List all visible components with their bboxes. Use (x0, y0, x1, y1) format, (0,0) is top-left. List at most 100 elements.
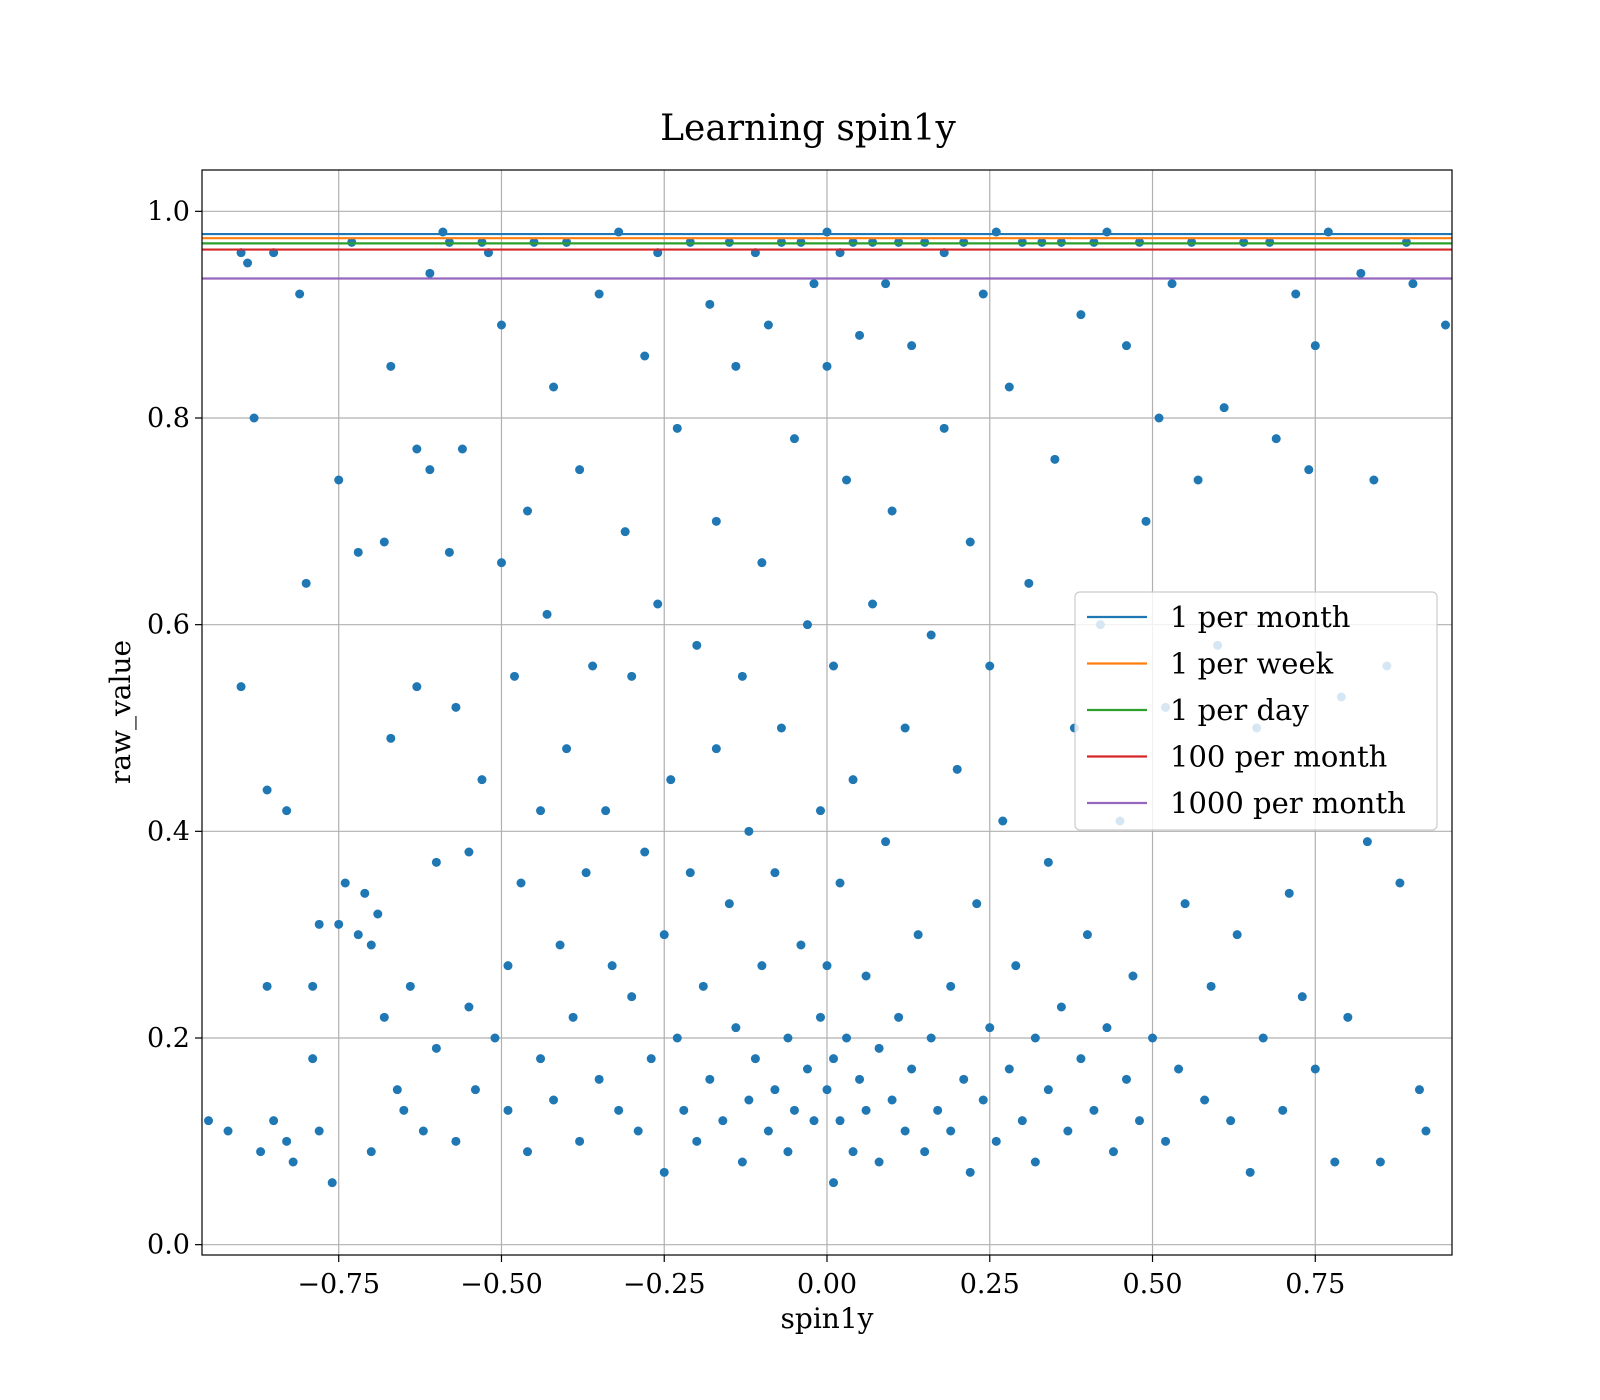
data-point (418, 1126, 428, 1136)
data-point (1369, 475, 1379, 485)
data-point (1278, 1105, 1288, 1115)
data-point (334, 475, 344, 485)
data-point (633, 1126, 643, 1136)
data-point (1226, 1116, 1236, 1126)
data-point (1297, 992, 1307, 1002)
data-point (666, 775, 676, 785)
data-point (1141, 516, 1151, 526)
data-point (575, 465, 585, 475)
data-point (920, 1147, 930, 1157)
data-point (770, 1085, 780, 1095)
data-point (510, 671, 519, 681)
data-point (887, 506, 897, 516)
data-point (705, 1074, 715, 1084)
data-point (269, 1116, 279, 1126)
data-point (822, 1085, 832, 1095)
data-point (926, 1033, 936, 1043)
data-point (334, 919, 344, 929)
data-point (789, 434, 799, 444)
legend-box (1074, 591, 1438, 831)
data-point (496, 558, 506, 568)
data-point (503, 1105, 513, 1115)
data-point (262, 981, 272, 991)
x-tick-label: −0.75 (297, 1269, 380, 1300)
data-point (562, 744, 572, 754)
data-point (829, 661, 839, 671)
data-point (1082, 930, 1092, 940)
data-point (802, 1064, 812, 1074)
data-point (470, 1085, 480, 1095)
data-point (848, 1147, 858, 1157)
data-point (907, 341, 917, 351)
data-point (985, 1023, 995, 1033)
data-point (913, 930, 923, 940)
data-point (907, 1064, 917, 1074)
data-point (829, 1054, 839, 1064)
data-point (405, 981, 415, 991)
data-point (457, 444, 467, 454)
data-point (900, 723, 910, 733)
data-point (627, 992, 637, 1002)
data-point (789, 1105, 799, 1115)
data-point (692, 1136, 702, 1146)
data-point (698, 981, 708, 991)
data-point (1167, 279, 1177, 289)
data-point (1362, 837, 1372, 847)
data-point (392, 1085, 402, 1095)
data-point (835, 1116, 845, 1126)
data-point (594, 1074, 604, 1084)
data-point (1408, 279, 1418, 289)
data-point (829, 1178, 839, 1188)
data-point (653, 599, 663, 609)
data-point (926, 630, 936, 640)
data-point (1193, 475, 1203, 485)
data-point (627, 671, 637, 681)
data-point (282, 1136, 292, 1146)
data-point (204, 1116, 214, 1126)
data-point (1076, 310, 1086, 320)
legend: 1 per month 1 per week 1 per day 100 per mo… (1074, 591, 1438, 831)
data-point (809, 279, 819, 289)
data-point (985, 661, 995, 671)
data-point (536, 1054, 546, 1064)
data-point (744, 1095, 754, 1105)
data-point (978, 289, 988, 299)
data-point (366, 940, 376, 950)
y-axis-ticks: 0.0 0.2 0.4 0.6 0.8 1.0 (147, 196, 202, 1261)
data-point (379, 1012, 389, 1022)
data-point (1174, 1064, 1184, 1074)
data-point (861, 1105, 871, 1115)
data-point (1161, 1136, 1171, 1146)
data-point (295, 289, 305, 299)
data-point (894, 1012, 904, 1022)
data-point (1343, 1012, 1353, 1022)
data-point (1135, 1116, 1144, 1126)
data-point (1154, 413, 1164, 423)
data-point (776, 723, 786, 733)
data-point (308, 1054, 318, 1064)
data-point (549, 1095, 559, 1105)
data-point (490, 1033, 500, 1043)
data-point (360, 888, 370, 898)
data-point (763, 1126, 773, 1136)
data-point (842, 1033, 852, 1043)
data-point (353, 547, 363, 557)
data-point (536, 806, 546, 816)
legend-label: 1 per month (1170, 600, 1350, 634)
data-point (1356, 268, 1366, 278)
data-point (659, 930, 669, 940)
data-point (412, 444, 422, 454)
y-axis-label: raw_value (104, 640, 137, 784)
data-point (399, 1105, 409, 1115)
data-point (1108, 1147, 1118, 1157)
data-point (516, 878, 526, 888)
data-point (1043, 857, 1053, 867)
data-point (523, 1147, 533, 1157)
data-point (327, 1178, 337, 1188)
data-point (223, 1126, 233, 1136)
x-tick-label: 0.00 (797, 1269, 857, 1300)
x-axis-ticks: −0.75 −0.50 −0.25 0.00 0.25 0.50 0.75 (297, 1255, 1345, 1300)
data-point (711, 744, 721, 754)
data-point (744, 826, 754, 836)
data-point (1121, 1074, 1131, 1084)
